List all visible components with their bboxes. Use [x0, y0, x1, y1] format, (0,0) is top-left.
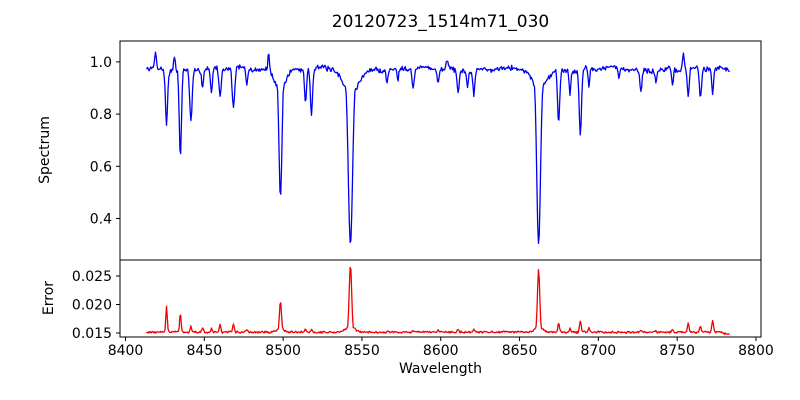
y-tick-label: 0.020: [72, 297, 112, 313]
x-tick-label: 8750: [659, 343, 695, 359]
y-tick-label: 0.6: [90, 159, 112, 175]
spectrum-curve-group: [146, 51, 730, 245]
error-y-axis-label: Error: [41, 280, 57, 316]
x-tick-label: 8650: [502, 343, 538, 359]
x-tick-label: 8700: [581, 343, 617, 359]
spectrum-y-axis-label: Spectrum: [37, 116, 53, 184]
error-axes-box: [119, 259, 762, 338]
x-tick-label: 8500: [265, 343, 301, 359]
chart-title: 20120723_1514m71_030: [331, 12, 550, 32]
error-line: [146, 266, 730, 336]
error-curve-group: [146, 266, 730, 336]
x-tick-label: 8400: [108, 343, 144, 359]
y-tick-label: 0.015: [72, 326, 112, 342]
x-tick-label: 8450: [187, 343, 223, 359]
spectrum-line: [146, 51, 730, 245]
x-tick-label: 8800: [738, 343, 774, 359]
x-tick-label: 8600: [423, 343, 459, 359]
spectrum-axes-box: [119, 40, 762, 261]
y-tick-label: 0.8: [90, 107, 112, 123]
x-axis-label: Wavelength: [398, 361, 483, 377]
y-tick-label: 0.4: [90, 211, 112, 227]
x-tick-label: 8550: [344, 343, 380, 359]
y-tick-label: 0.025: [72, 269, 112, 285]
y-tick-label: 1.0: [90, 55, 112, 71]
